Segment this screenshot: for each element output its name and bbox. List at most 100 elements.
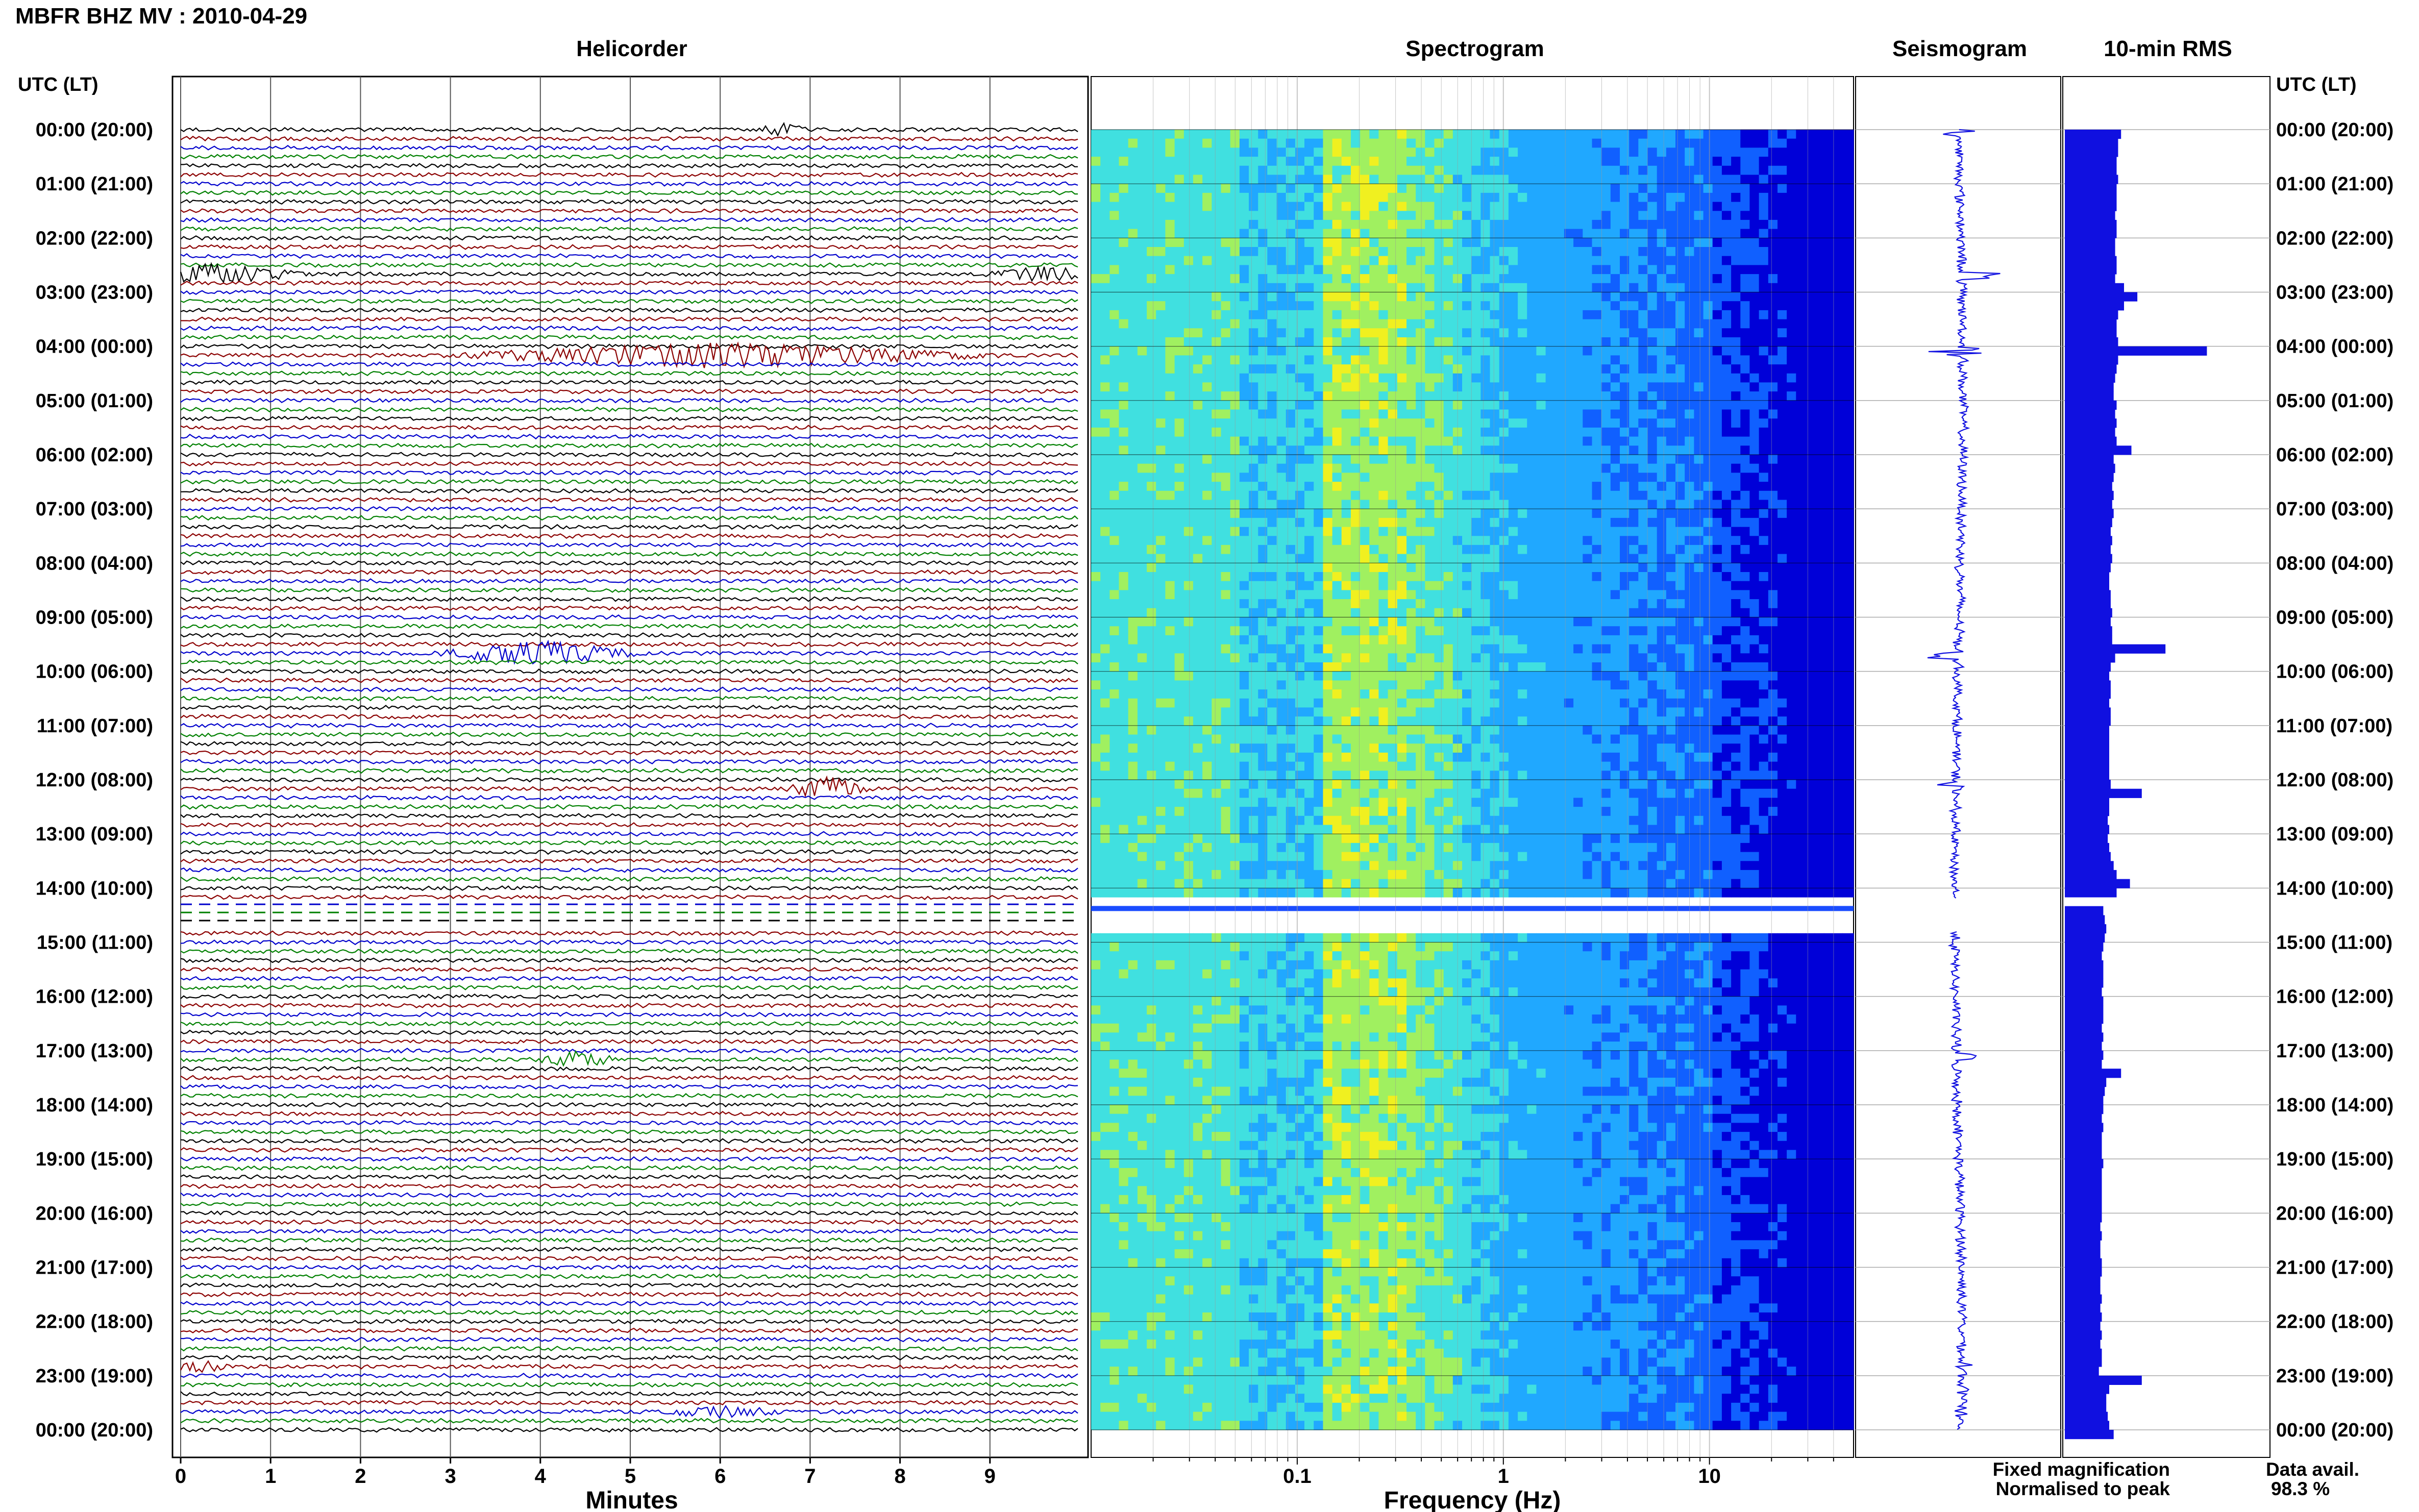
spectrogram-cell (1267, 310, 1277, 320)
spectrogram-cell (1508, 346, 1518, 356)
spectrogram-cell (1536, 490, 1546, 501)
spectrogram-cell (1545, 192, 1556, 203)
spectrogram-cell (1536, 400, 1546, 410)
spectrogram-cell (1778, 599, 1787, 609)
spectrogram-cell (1147, 328, 1156, 338)
spectrogram-cell (1174, 138, 1184, 148)
spectrogram-cell (1295, 256, 1305, 265)
spectrogram-cell (1666, 572, 1676, 582)
spectrogram-cell (1833, 229, 1843, 238)
spectrogram-cell (1258, 219, 1268, 230)
spectrogram-cell (1249, 482, 1258, 491)
spectrogram-cell (1768, 463, 1778, 473)
spectrogram-cell (1527, 175, 1537, 184)
spectrogram-cell (1156, 337, 1166, 347)
spectrogram-cell (1434, 283, 1444, 293)
spectrogram-cell (1518, 400, 1527, 410)
spectrogram-cell (1249, 581, 1258, 590)
spectrogram-cell (1518, 292, 1527, 302)
spectrogram-cell (1564, 364, 1574, 374)
spectrogram-cell (1119, 554, 1129, 563)
spectrogram-cell (1471, 274, 1481, 284)
spectrogram-cell (1314, 427, 1323, 437)
spectrogram-cell (1805, 256, 1815, 265)
spectrogram-cell (1165, 147, 1175, 157)
spectrogram-cell (1610, 482, 1620, 491)
spectrogram-cell (1499, 599, 1509, 609)
time-label-left: 16:00 (12:00) (36, 986, 153, 1008)
spectrogram-cell (1805, 626, 1815, 636)
spectrogram-cell (1202, 455, 1212, 464)
spectrogram-cell (1536, 346, 1546, 356)
spectrogram-cell (1731, 157, 1741, 166)
helicorder-trace (180, 551, 1078, 557)
spectrogram-cell (1295, 544, 1305, 555)
spectrogram-cell (1258, 490, 1268, 501)
spectrogram-cell (1833, 319, 1843, 329)
spectrogram-cell (1657, 211, 1667, 220)
spectrogram-cell (1721, 346, 1732, 356)
spectrogram-cell (1202, 364, 1212, 374)
spectrogram-cell (1258, 382, 1268, 392)
spectrogram-cell (1694, 346, 1704, 356)
spectrogram-cell (1406, 599, 1416, 609)
spectrogram-cell (1712, 355, 1722, 365)
spectrogram-cell (1425, 346, 1435, 356)
spectrogram-cell (1721, 219, 1732, 230)
spectrogram-cell (1388, 138, 1398, 148)
spectrogram-cell (1350, 328, 1361, 338)
spectrogram-cell (1332, 517, 1342, 528)
spectrogram-cell (1462, 283, 1472, 293)
spectrogram-cell (1620, 130, 1630, 139)
spectrogram-cell (1694, 211, 1704, 220)
spectrogram-cell (1295, 184, 1305, 193)
spectrogram-cell (1740, 455, 1750, 464)
spectrogram-cell (1768, 482, 1778, 491)
spectrogram-cell (1156, 490, 1166, 501)
spectrogram-cell (1814, 635, 1824, 645)
spectrogram-cell (1286, 274, 1296, 284)
spectrogram-cell (1852, 355, 1854, 365)
spectrogram-cell (1239, 617, 1249, 627)
spectrogram-cell (1397, 157, 1407, 166)
spectrogram-cell (1842, 175, 1852, 184)
spectrogram-cell (1787, 608, 1796, 618)
spectrogram-cell (1109, 644, 1120, 654)
spectrogram-cell (1443, 256, 1453, 265)
spectrogram-cell (1332, 608, 1342, 618)
spectrogram-cell (1787, 436, 1796, 446)
spectrogram-cell (1666, 500, 1676, 509)
spectrogram-cell (1499, 436, 1509, 446)
spectrogram-cell (1759, 400, 1769, 410)
spectrogram-cell (1388, 292, 1398, 302)
spectrogram-cell (1629, 409, 1639, 419)
spectrogram-cell (1462, 274, 1472, 284)
helicorder-trace (180, 840, 1078, 846)
spectrogram-cell (1193, 418, 1203, 428)
spectrogram-cell (1573, 328, 1583, 338)
spectrogram-cell (1703, 265, 1713, 275)
spectrogram-cell (1147, 500, 1156, 509)
spectrogram-cell (1397, 130, 1407, 139)
spectrogram-cell (1100, 599, 1110, 609)
spectrogram-cell (1796, 382, 1806, 392)
helicorder-trace (180, 1038, 1078, 1045)
spectrogram-cell (1527, 229, 1537, 238)
spectrogram-cell (1749, 482, 1760, 491)
spectrogram-cell (1174, 364, 1184, 374)
spectrogram-cell (1147, 256, 1156, 265)
spectrogram-cell (1518, 490, 1527, 501)
spectrogram-cell (1119, 202, 1129, 211)
spectrogram-cell (1554, 581, 1565, 590)
spectrogram-cell (1554, 355, 1565, 365)
spectrogram-cell (1675, 418, 1685, 428)
spectrogram-cell (1388, 211, 1398, 220)
spectrogram-cell (1499, 635, 1509, 645)
spectrogram-cell (1258, 563, 1268, 573)
spectrogram-cell (1740, 572, 1750, 582)
spectrogram-cell (1295, 436, 1305, 446)
spectrogram-cell (1323, 418, 1333, 428)
spectrogram-cell (1694, 608, 1704, 618)
spectrogram-cell (1675, 527, 1685, 536)
spectrogram-cell (1425, 400, 1435, 410)
